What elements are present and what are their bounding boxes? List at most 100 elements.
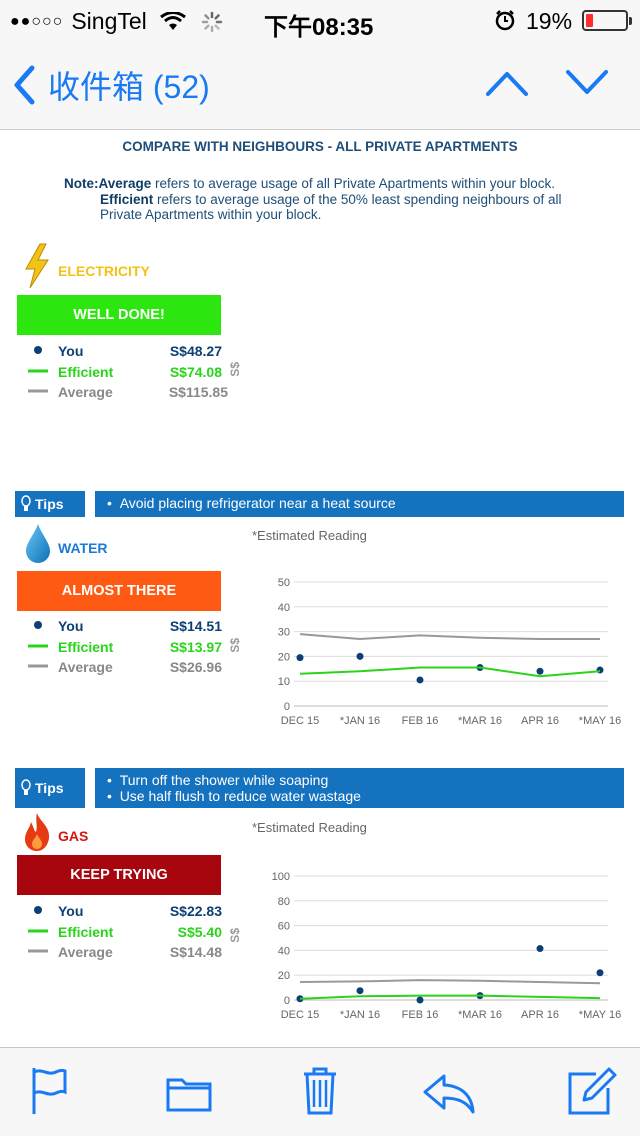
x-tick-label: FEB 16 (402, 715, 439, 727)
legend-row-average: Average S$14.48 (28, 944, 228, 965)
legend-you-label: You (58, 903, 84, 919)
gas-you-value: S$22.83 (169, 903, 222, 919)
you-data-point (596, 666, 604, 674)
next-message-button[interactable] (566, 68, 608, 98)
legend-average-label: Average (58, 944, 113, 960)
you-data-point (536, 945, 544, 953)
tip-item: • Avoid placing refrigerator near a heat… (107, 495, 396, 511)
efficient-line-icon (28, 644, 48, 647)
compose-button[interactable] (568, 1066, 618, 1116)
y-tick-label: 20 (278, 651, 290, 663)
tips-badge: Tips (15, 491, 85, 517)
you-data-point (296, 654, 304, 662)
you-data-point (416, 676, 424, 684)
legend-average-label: Average (58, 384, 113, 400)
legend-you-label: You (58, 343, 84, 359)
carrier-name: SingTel (71, 8, 147, 34)
efficient-series-line (299, 666, 601, 678)
gas-average-value: S$14.48 (169, 944, 222, 960)
gas-label: GAS (58, 828, 89, 844)
y-tick-label: 100 (272, 871, 290, 883)
move-to-folder-button[interactable] (166, 1074, 212, 1112)
electricity-you-value: S$48.27 (169, 343, 222, 359)
flag-button[interactable] (30, 1066, 68, 1116)
legend-efficient-label: Efficient (58, 638, 114, 655)
you-data-point (536, 667, 544, 675)
you-data-point (416, 996, 424, 1004)
x-tick-label: DEC 15 (281, 715, 320, 727)
efficient-series-line (299, 994, 601, 1000)
alarm-clock-icon (495, 10, 515, 31)
x-tick-label: *MAR 16 (458, 1009, 502, 1021)
average-line-icon (28, 389, 48, 393)
y-tick-label: 10 (278, 676, 290, 688)
you-data-point (296, 995, 304, 1003)
water-drop-icon (26, 524, 50, 563)
water-you-value: S$14.51 (169, 618, 222, 634)
x-tick-label: *MAY 16 (579, 715, 621, 727)
activity-spinner-icon (201, 11, 223, 32)
back-label: 收件箱 (52) (48, 69, 210, 105)
you-marker-icon (34, 621, 42, 629)
y-tick-label: 50 (278, 577, 290, 589)
comparison-title: COMPARE WITH NEIGHBOURS - ALL PRIVATE AP… (122, 139, 518, 154)
gas-usage-chart: 0 20 40 60 80 100 DEC 15 *JAN 16 FEB 16 *MAR 16 AP… (272, 871, 622, 1021)
water-usage-chart: 0 10 20 30 40 50 DEC 15 *JAN 16 FEB 16 *MAR 16 APR… (278, 577, 621, 727)
y-tick-label: 40 (278, 945, 290, 957)
wifi-icon (159, 11, 186, 30)
water-estimated-note: *Estimated Reading (252, 528, 367, 543)
legend-you-label: You (58, 618, 84, 634)
battery-icon (582, 10, 632, 31)
y-tick-label: 60 (278, 921, 290, 933)
water-label: WATER (58, 540, 108, 556)
legend-efficient-label: Efficient (58, 923, 114, 940)
gas-currency-axis-label: S$ (228, 928, 242, 943)
y-tick-label: 0 (284, 995, 290, 1007)
gas-efficient-value: S$5.40 (177, 923, 222, 940)
legend-row-you: You S$14.51 (28, 618, 228, 639)
average-series-line (299, 979, 601, 985)
battery-level (586, 14, 594, 27)
y-tick-label: 80 (278, 896, 290, 908)
legend-row-efficient: Efficient S$13.97 (28, 639, 228, 660)
reply-button[interactable] (422, 1072, 476, 1114)
legend-row-you: You S$22.83 (28, 903, 228, 924)
electricity-legend: You S$48.27 Efficient S$74.08 Average S$… (28, 343, 228, 405)
lightning-bolt-icon (25, 243, 49, 289)
tips-bar: • Avoid placing refrigerator near a heat… (95, 491, 624, 517)
chevron-left-icon (14, 65, 35, 105)
efficient-line-icon (28, 929, 48, 932)
legend-row-average: Average S$26.96 (28, 659, 228, 680)
you-data-point (356, 987, 364, 995)
signal-strength-icon: ●●○○○ (10, 12, 64, 30)
electricity-status-banner: WELL DONE! (17, 295, 221, 335)
y-tick-label: 40 (278, 602, 290, 614)
average-series-line (299, 633, 600, 641)
status-bar: ●●○○○ SingTel 下午08:35 19% (0, 0, 640, 41)
previous-message-button[interactable] (486, 68, 528, 98)
flame-icon (25, 813, 50, 851)
gas-status-banner: KEEP TRYING (17, 855, 221, 895)
efficient-line-icon (28, 369, 48, 372)
electricity-label: ELECTRICITY (58, 263, 150, 279)
water-currency-axis-label: S$ (228, 638, 242, 653)
electricity-efficient-value: S$74.08 (169, 363, 222, 380)
y-tick-label: 30 (278, 627, 290, 639)
gas-estimated-note: *Estimated Reading (252, 820, 367, 835)
battery-percentage: 19% (526, 8, 573, 34)
legend-row-efficient: Efficient S$74.08 (28, 364, 228, 385)
you-marker-icon (34, 346, 42, 354)
x-tick-label: *MAY 16 (579, 1009, 621, 1021)
x-tick-label: APR 16 (521, 1009, 559, 1021)
note-text: Note:Average refers to average usage of … (64, 176, 562, 222)
y-tick-label: 20 (278, 970, 290, 982)
average-line-icon (28, 664, 48, 668)
status-time: 下午08:35 (264, 14, 374, 41)
x-tick-label: APR 16 (521, 715, 559, 727)
lightbulb-icon (21, 495, 31, 511)
water-legend: You S$14.51 Efficient S$13.97 Average S$… (28, 618, 228, 680)
trash-button[interactable] (302, 1066, 338, 1116)
back-to-inbox-button[interactable]: 收件箱 (52) (12, 62, 210, 108)
legend-average-label: Average (58, 659, 113, 675)
water-status-banner: ALMOST THERE (17, 571, 221, 611)
